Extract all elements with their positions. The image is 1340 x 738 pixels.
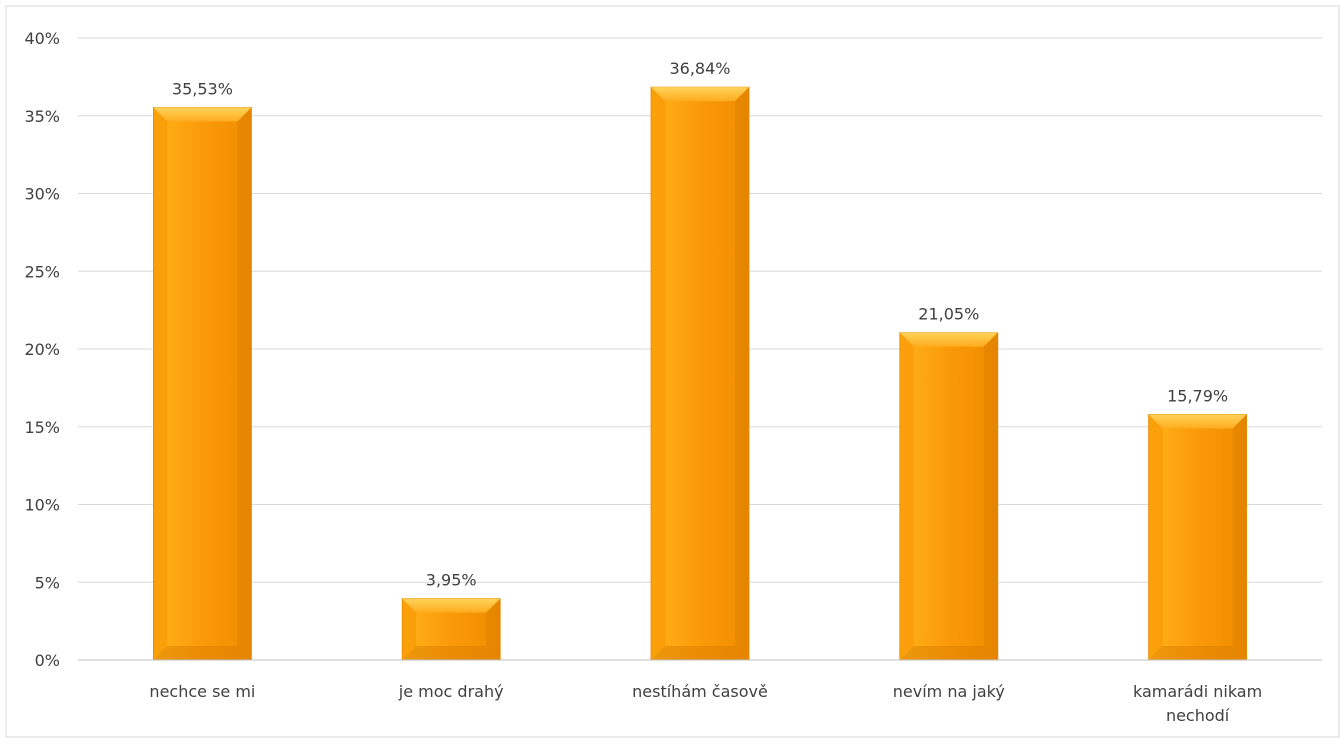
bar-bevel-top (651, 87, 749, 102)
data-label: 35,53% (172, 80, 233, 99)
bar-bevel-bottom (402, 646, 501, 660)
bar-bevel-top (153, 107, 252, 122)
category-label: nestíhám časově (632, 682, 768, 701)
data-labels: 35,53% 3,95% 36,84% 21,05% 15,79% (172, 59, 1228, 589)
bar (899, 332, 999, 661)
bar-bevel-top (899, 332, 998, 347)
data-label: 36,84% (669, 59, 730, 78)
data-label: 15,79% (1167, 386, 1228, 405)
bars (152, 86, 1247, 661)
bar-bevel-right (735, 87, 749, 660)
bar-bevel-top (402, 598, 501, 613)
bar-bevel-top (1148, 414, 1247, 429)
y-tick-label: 25% (24, 262, 60, 281)
bar-body (899, 332, 999, 661)
bar (1148, 414, 1247, 661)
bar-bevel-bottom (899, 646, 998, 660)
bar-bevel-right (237, 107, 252, 661)
bar (401, 598, 501, 661)
y-tick-label: 20% (24, 340, 60, 359)
category-label: nechodí (1166, 706, 1230, 725)
bar-body (1148, 414, 1247, 661)
category-label: nevím na jaký (893, 682, 1005, 701)
bar-bevel-right (486, 598, 501, 660)
bar (650, 86, 750, 661)
y-tick-label: 35% (24, 107, 60, 126)
y-tick-label: 15% (24, 418, 60, 437)
y-tick-label: 30% (24, 185, 60, 204)
bar-bevel-left (899, 332, 914, 660)
category-label: kamarádi nikam (1133, 682, 1262, 701)
bar-bevel-left (651, 87, 665, 660)
bar (152, 107, 252, 661)
category-label: je moc drahý (398, 682, 504, 701)
data-label: 21,05% (918, 305, 979, 324)
bar-body (650, 86, 750, 661)
bar-bevel-right (1232, 414, 1247, 660)
x-axis-labels: nechce se mi je moc drahý nestíhám časově n… (149, 682, 1262, 725)
bar-bevel-bottom (153, 646, 252, 660)
bar-bevel-left (153, 107, 168, 661)
y-tick-label: 40% (24, 29, 60, 48)
category-label: nechce se mi (149, 682, 255, 701)
y-tick-label: 5% (35, 573, 60, 592)
y-tick-label: 0% (35, 651, 60, 670)
bar-body (152, 107, 252, 661)
bar-bevel-left (1148, 414, 1163, 660)
bar-bevel-bottom (1148, 646, 1247, 660)
y-tick-label: 10% (24, 496, 60, 515)
bar-bevel-left (402, 598, 417, 660)
bar-bevel-right (983, 332, 998, 660)
data-label: 3,95% (426, 571, 477, 590)
y-axis-ticks: 0% 5% 10% 15% 20% 25% 30% 35% 40% (24, 29, 60, 670)
bar-bevel-bottom (651, 646, 749, 660)
